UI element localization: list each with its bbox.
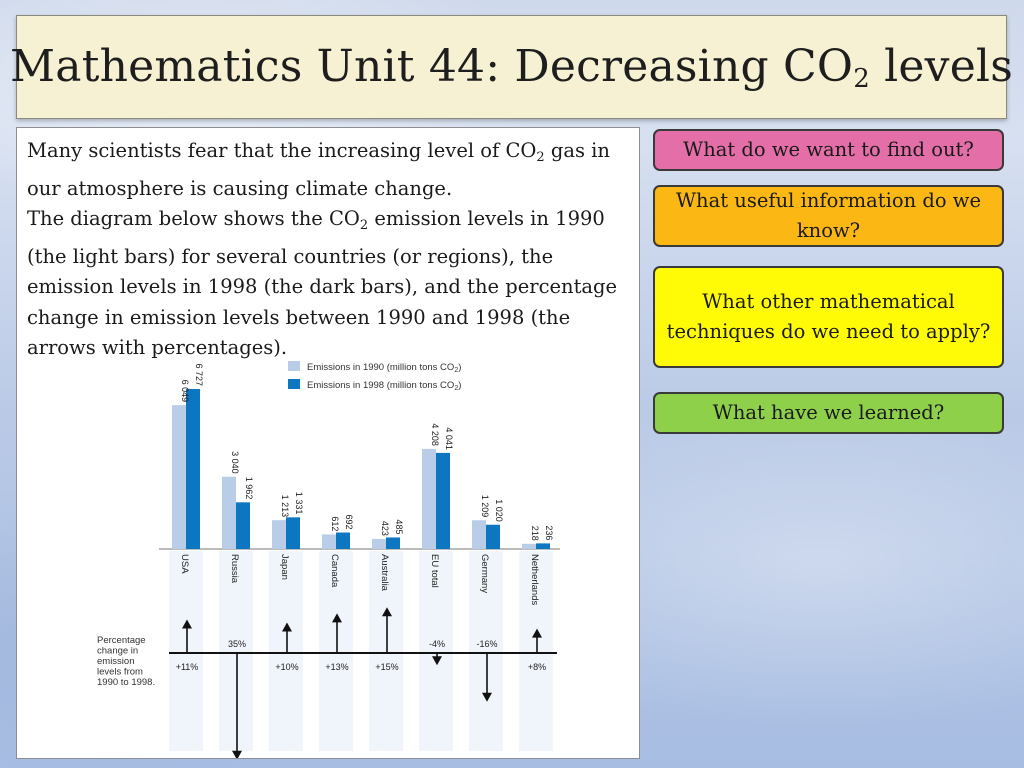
category-label: Russia [229, 554, 240, 584]
category-band [369, 551, 403, 751]
percent-caption: Percentage change in emission levels fro… [97, 635, 155, 688]
percent-label: 35% [228, 639, 246, 649]
percent-label: -16% [476, 639, 497, 649]
category-label: Australia [379, 554, 390, 592]
category-band [519, 551, 553, 751]
category-label: Japan [279, 554, 290, 580]
data-label-1990: 3 040 [230, 451, 240, 474]
useful-info-button[interactable]: What useful information do we know? [653, 185, 1004, 247]
category-label: Canada [329, 554, 340, 588]
data-label-1998: 4 041 [444, 427, 454, 450]
data-label-1990: 4 208 [430, 423, 440, 446]
bar-1998 [186, 389, 200, 549]
bar-1990 [172, 405, 186, 549]
bar-1998 [386, 537, 400, 549]
category-label: Germany [479, 554, 490, 593]
page-title: Mathematics Unit 44: Decreasing CO2 leve… [10, 40, 1013, 94]
title-bar: Mathematics Unit 44: Decreasing CO2 leve… [10, 15, 1013, 119]
bar-1990 [372, 538, 386, 549]
bar-1990 [272, 520, 286, 549]
category-label: EU total [429, 554, 440, 588]
data-label-1998: 1 962 [244, 477, 254, 500]
bar-1990 [222, 476, 236, 549]
find-out-button[interactable]: What do we want to find out? [653, 129, 1004, 171]
data-label-1990: 1 213 [280, 495, 290, 518]
learned-button[interactable]: What have we learned? [653, 392, 1004, 434]
chart-legend: Emissions in 1990 (million tons CO2) Emi… [288, 361, 461, 392]
legend-label-1998: Emissions in 1998 (million tons CO2) [307, 380, 461, 392]
data-label-1998: 692 [344, 515, 354, 530]
legend-label-1990: Emissions in 1990 (million tons CO2) [307, 362, 461, 374]
bar-1998 [236, 502, 250, 549]
data-label-1998: 236 [544, 525, 554, 540]
data-label-1990: 423 [380, 521, 390, 536]
change-arrow-head [482, 692, 492, 702]
data-label-1990: 6 049 [180, 380, 190, 403]
data-label-1998: 1 020 [494, 499, 504, 522]
change-arrow-head [432, 656, 442, 666]
legend-swatch-1990 [288, 361, 300, 371]
data-label-1990: 1 209 [480, 495, 490, 518]
data-label-1990: 612 [330, 516, 340, 531]
percent-label: +11% [176, 662, 199, 672]
change-arrow-head [332, 613, 342, 623]
category-band [419, 551, 453, 751]
category-band [219, 551, 253, 751]
bar-1998 [536, 543, 550, 549]
change-arrow-head [232, 750, 242, 758]
data-label-1998: 485 [394, 519, 404, 534]
change-arrow-head [532, 628, 542, 638]
emissions-chart: Emissions in 1990 (million tons CO2) Emi… [97, 361, 560, 758]
bar-1990 [322, 534, 336, 549]
data-label-1998: 1 331 [294, 492, 304, 515]
category-label: USA [179, 554, 190, 574]
bar-1998 [486, 524, 500, 549]
percent-label: +8% [528, 662, 546, 672]
data-label-1990: 218 [530, 526, 540, 541]
percent-label: +13% [325, 662, 348, 672]
content-panel: Many scientists fear that the increasing… [16, 127, 640, 759]
legend-swatch-1998 [288, 379, 300, 389]
category-label: Netherlands [529, 554, 540, 605]
data-label-1998: 6 727 [194, 363, 204, 386]
category-band [469, 551, 503, 751]
category-band [269, 551, 303, 751]
intro-paragraph-2: The diagram below shows the CO2 emission… [27, 207, 618, 359]
intro-text: Many scientists fear that the increasing… [27, 136, 627, 364]
bar-1990 [522, 543, 536, 549]
intro-paragraph-1: Many scientists fear that the increasing… [27, 139, 610, 200]
bar-1998 [336, 532, 350, 549]
change-arrow-head [182, 619, 192, 629]
percent-label: -4% [429, 639, 445, 649]
bar-1998 [286, 517, 300, 549]
category-band [169, 551, 203, 751]
percent-label: +10% [275, 662, 298, 672]
change-arrow-head [282, 622, 292, 632]
math-techniques-button[interactable]: What other mathematical techniques do we… [653, 266, 1004, 368]
change-arrow-head [382, 607, 392, 617]
category-band [319, 551, 353, 751]
bar-1990 [422, 448, 436, 549]
bar-1998 [436, 452, 450, 549]
bar-1990 [472, 520, 486, 549]
percent-label: +15% [375, 662, 398, 672]
